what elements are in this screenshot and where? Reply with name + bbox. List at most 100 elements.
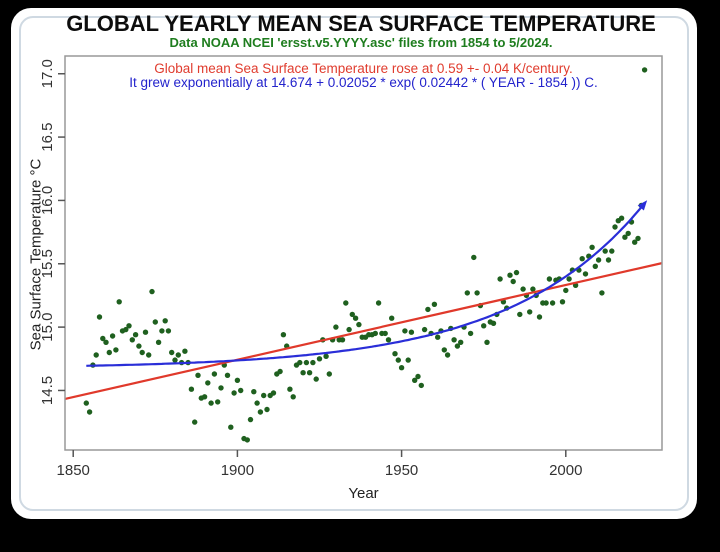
data-point [408, 329, 415, 335]
data-point [142, 329, 149, 335]
data-point [632, 239, 638, 245]
data-point [201, 394, 208, 400]
data-point [333, 324, 339, 330]
data-point [349, 311, 355, 318]
data-point [323, 353, 329, 359]
data-point [582, 271, 589, 277]
y-tick-label: 14.5 [39, 376, 56, 405]
data-point [513, 269, 520, 276]
data-point [497, 276, 503, 282]
data-point [165, 328, 172, 334]
data-point [136, 343, 142, 349]
data-point [625, 230, 631, 237]
data-point [602, 248, 608, 254]
data-point [103, 339, 109, 345]
data-point [159, 328, 165, 334]
data-point [605, 257, 612, 263]
data-point [415, 373, 421, 380]
data-point [398, 365, 405, 371]
data-point [385, 337, 392, 343]
data-point [310, 359, 316, 366]
data-point [280, 332, 287, 338]
data-point [609, 248, 615, 254]
data-point [106, 349, 113, 356]
data-point [244, 437, 250, 443]
data-point [599, 290, 605, 296]
data-point [264, 406, 270, 413]
data-point [182, 348, 188, 354]
data-point [425, 306, 431, 313]
data-point [589, 244, 595, 250]
data-point [543, 300, 549, 306]
y-axis-title: Sea Surface Temperature °C [27, 158, 45, 351]
data-point [123, 326, 129, 333]
data-point [113, 347, 119, 353]
data-point [297, 359, 303, 366]
y-tick-label: 16.5 [39, 122, 56, 151]
data-point [326, 371, 332, 377]
data-point [372, 330, 378, 337]
data-point [175, 352, 181, 358]
data-point [228, 424, 234, 430]
data-point [579, 256, 585, 262]
data-point [126, 323, 132, 329]
data-point [208, 400, 214, 406]
data-point [234, 377, 241, 383]
data-point [339, 337, 346, 343]
data-point [454, 343, 461, 349]
data-point [375, 300, 382, 306]
data-point [612, 224, 618, 230]
data-point [261, 392, 267, 399]
data-point [517, 311, 523, 318]
data-point [395, 357, 401, 363]
data-point [313, 376, 319, 382]
data-point [392, 351, 398, 357]
data-point [622, 234, 628, 240]
data-point [218, 385, 224, 391]
data-point [162, 318, 168, 324]
x-tick-label: 1900 [221, 462, 254, 479]
y-tick-label: 16.0 [39, 186, 56, 215]
data-point [257, 409, 264, 415]
curve-arrow-head [637, 200, 648, 211]
data-point [247, 416, 254, 423]
x-tick-label: 1950 [385, 462, 418, 479]
data-point [277, 368, 283, 375]
data-point [418, 382, 424, 389]
data-point [215, 399, 221, 405]
data-point [238, 387, 244, 394]
y-tick-label: 15.5 [39, 249, 56, 278]
chart-subtitle: Data NOAA NCEI 'ersst.v5.YYYY.asc' files… [169, 35, 553, 50]
data-point [172, 357, 178, 363]
data-point [546, 276, 553, 282]
data-point [559, 299, 566, 305]
data-point [251, 389, 257, 395]
data-point [287, 386, 293, 392]
y-tick-label: 15.0 [39, 313, 56, 342]
data-point [431, 301, 438, 307]
data-point [169, 349, 175, 356]
data-point [346, 326, 352, 333]
data-point [618, 215, 625, 221]
data-point [343, 300, 349, 306]
data-point [303, 359, 310, 366]
data-point [316, 356, 323, 362]
x-axis-title: Year [348, 485, 379, 502]
data-point [155, 339, 162, 345]
data-point [481, 323, 487, 329]
data-point [641, 67, 648, 73]
data-point [152, 319, 158, 325]
data-point [224, 372, 231, 378]
linear-trend-line [64, 262, 663, 401]
data-point [474, 290, 480, 296]
chart-window-card: GLOBAL YEARLY MEAN SEA SURFACE TEMPERATU… [11, 8, 697, 519]
data-point [484, 339, 490, 345]
data-point [192, 419, 198, 425]
y-tick-label: 17.0 [39, 59, 56, 88]
data-point [530, 286, 536, 292]
data-point [549, 300, 556, 306]
data-point [100, 335, 106, 342]
data-point [86, 409, 93, 415]
data-point [536, 314, 543, 320]
